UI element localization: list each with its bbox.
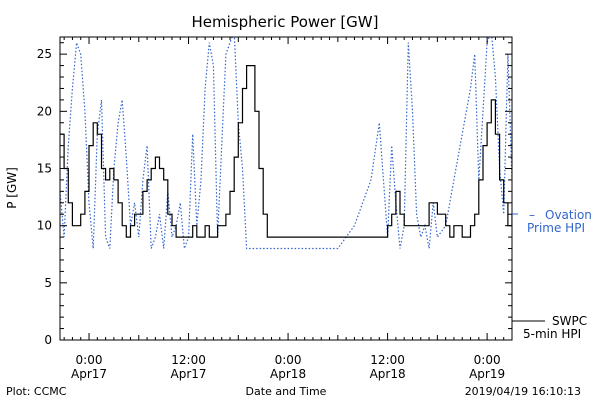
plot-frame xyxy=(59,36,513,341)
x-tick-label-time: 0:00 xyxy=(474,353,501,367)
x-tick-label-date: Apr17 xyxy=(71,367,107,381)
x-tick-label-time: 0:00 xyxy=(275,353,302,367)
x-tick-label-date: Apr17 xyxy=(171,367,207,381)
legend-swpc-line1: SWPC xyxy=(552,314,587,328)
x-tick-label-time: 12:00 xyxy=(171,353,206,367)
y-tick-label: 5 xyxy=(44,276,52,290)
footer-plot-credit: Plot: CCMC xyxy=(6,385,67,398)
legend-ovation: – Ovation Prime HPI xyxy=(512,208,592,235)
legend-swpc: SWPC 5-min HPI xyxy=(512,314,587,341)
legend-ovation-line1: Ovation xyxy=(545,208,592,222)
x-tick-label-time: 12:00 xyxy=(370,353,405,367)
chart-title: Hemispheric Power [GW] xyxy=(192,13,379,31)
x-tick-label-date: Apr18 xyxy=(370,367,406,381)
y-axis: 0 5 10 15 20 25 xyxy=(37,42,512,347)
y-tick-label: 15 xyxy=(37,161,52,175)
y-tick-label: 10 xyxy=(37,219,52,233)
series-ovation-prime-hpi xyxy=(60,37,512,250)
y-tick-label: 20 xyxy=(37,104,52,118)
legend-swpc-line2: 5-min HPI xyxy=(523,327,581,341)
y-tick-label: 25 xyxy=(37,47,52,61)
x-axis-label: Date and Time xyxy=(246,385,327,398)
x-tick-label-date: Apr19 xyxy=(469,367,505,381)
x-tick-label-date: Apr18 xyxy=(270,367,306,381)
x-tick-label-time: 0:00 xyxy=(76,353,103,367)
plot-series xyxy=(60,37,512,250)
footer-timestamp: 2019/04/19 16:10:13 xyxy=(465,385,581,398)
series-swpc-hpi xyxy=(60,65,512,238)
y-axis-label: P [GW] xyxy=(5,167,19,209)
legend-ovation-dash: – xyxy=(529,208,535,222)
y-tick-label: 0 xyxy=(44,333,52,347)
x-axis: 0:00Apr1712:00Apr170:00Apr1812:00Apr180:… xyxy=(63,37,513,381)
legend-ovation-line2: Prime HPI xyxy=(527,221,585,235)
